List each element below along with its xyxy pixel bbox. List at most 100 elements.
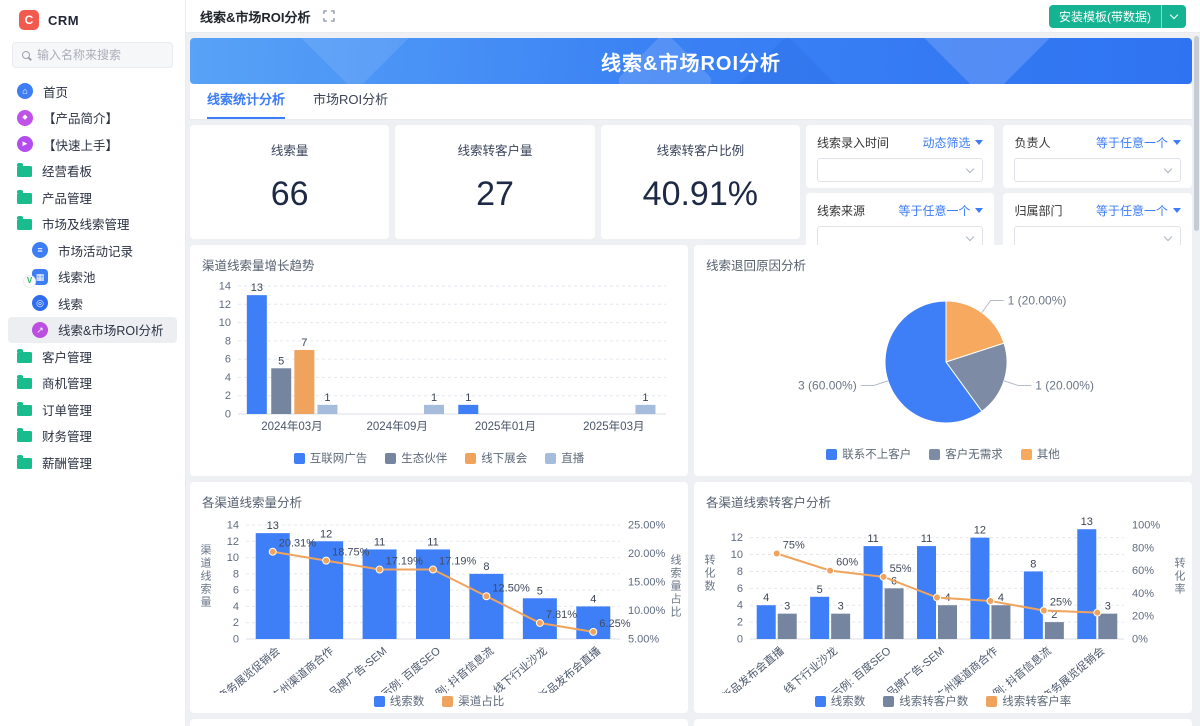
- banner-title: 线索&市场ROI分析: [601, 52, 781, 75]
- filter-operator-dropdown[interactable]: 等于任意一个: [1096, 202, 1181, 219]
- svg-text:8: 8: [483, 561, 489, 573]
- search-input[interactable]: [37, 48, 157, 62]
- svg-text:线下行业沙龙: 线下行业沙龙: [781, 644, 841, 693]
- legend-item[interactable]: 渠道占比: [442, 693, 504, 709]
- sidebar-item-quick-start[interactable]: ► 【快速上手】: [8, 131, 177, 158]
- legend-item[interactable]: 客户无需求: [929, 446, 1003, 462]
- pool-icon: ▦ V: [24, 268, 48, 287]
- scrollbar-thumb[interactable]: [1194, 36, 1199, 231]
- filter-operator-dropdown[interactable]: 动态筛选: [922, 134, 984, 151]
- sidebar-item-market-activity[interactable]: ≡ 市场活动记录: [8, 237, 177, 264]
- folder-icon: [17, 375, 32, 390]
- legend-item[interactable]: 其他: [1020, 446, 1060, 462]
- left-axis-name: 转化数: [703, 554, 715, 593]
- tab-market-roi[interactable]: 市场ROI分析: [313, 92, 389, 107]
- svg-text:12: 12: [320, 528, 332, 540]
- legend-item[interactable]: 线索数: [373, 693, 424, 709]
- legend-item[interactable]: 线下展会: [465, 450, 527, 466]
- chart-legend: 线索数 渠道占比: [202, 693, 676, 709]
- kpi-value: 27: [476, 174, 514, 213]
- svg-text:3: 3: [784, 601, 790, 613]
- sidebar-item-customer-mgmt[interactable]: 客户管理: [8, 343, 177, 370]
- legend-item[interactable]: 联系不上客户: [826, 446, 911, 462]
- folder-icon: [17, 189, 32, 204]
- sidebar-item-market-lead-mgmt[interactable]: 市场及线索管理: [8, 211, 177, 238]
- sidebar-item-lead-pool[interactable]: ▦ V 线索池: [8, 264, 177, 291]
- folder-icon: [17, 401, 32, 416]
- chart-channel-leads: 各渠道线索量分析 渠道线索量 线索量占比 0 2 4 6 8 10 12 14 5.00% 10.…: [190, 482, 688, 713]
- page-title: 线索&市场ROI分析: [200, 9, 311, 25]
- sidebar-item-label: 财务管理: [42, 430, 93, 445]
- crm-logo-icon: C: [19, 10, 39, 30]
- sidebar-item-finance-mgmt[interactable]: 财务管理: [8, 423, 177, 450]
- svg-text:4: 4: [998, 592, 1004, 604]
- sidebar-item-product-mgmt[interactable]: 产品管理: [8, 184, 177, 211]
- svg-text:商务展览促销会: 商务展览促销会: [215, 644, 283, 693]
- legend-item[interactable]: 互联网广告: [293, 450, 367, 466]
- svg-text:1: 1: [324, 392, 330, 404]
- svg-text:11: 11: [374, 536, 385, 548]
- chart-return-reason: 线索退回原因分析 1 (20.00%) 1 (20.00%) 3 (60.00%) …: [694, 245, 1192, 476]
- legend-item[interactable]: 线索转客户率: [986, 693, 1071, 709]
- sidebar-item-home[interactable]: ⌂ 首页: [8, 78, 177, 105]
- sidebar-item-label: 产品管理: [42, 191, 93, 206]
- sidebar-item-business-board[interactable]: 经营看板: [8, 158, 177, 185]
- kpi-label: 线索量: [270, 144, 309, 158]
- sidebar-item-salary-mgmt[interactable]: 薪酬管理: [8, 449, 177, 476]
- svg-text:12.50%: 12.50%: [492, 582, 530, 594]
- svg-text:10: 10: [731, 549, 743, 561]
- install-template-label[interactable]: 安装模板(带数据): [1049, 4, 1162, 28]
- sidebar-item-lead-roi[interactable]: ↗ 线索&市场ROI分析: [8, 316, 177, 343]
- dashboard-content: 线索&市场ROI分析 线索统计分析 市场ROI分析 线索量 66 线索转客户量 …: [186, 33, 1200, 726]
- tab-lead-statistics[interactable]: 线索统计分析: [207, 89, 286, 119]
- svg-text:品牌广告-SEM: 品牌广告-SEM: [883, 644, 947, 693]
- filter-label: 负责人: [1014, 136, 1051, 150]
- sidebar-item-label: 【产品简介】: [43, 112, 119, 127]
- svg-text:17.19%: 17.19%: [439, 556, 477, 568]
- kpi-card-leads: 线索量 66: [190, 125, 390, 239]
- filter-value-select[interactable]: [816, 158, 984, 182]
- sidebar-item-opportunity-mgmt[interactable]: 商机管理: [8, 370, 177, 397]
- chart-title: 各渠道线索量分析: [202, 496, 303, 510]
- folder-icon: [17, 348, 32, 363]
- svg-text:10: 10: [227, 552, 239, 564]
- svg-text:11: 11: [867, 533, 878, 545]
- svg-text:12: 12: [227, 536, 239, 548]
- legend-item[interactable]: 线索转客户数: [883, 693, 968, 709]
- svg-text:2024年03月: 2024年03月: [261, 419, 322, 433]
- sidebar-search[interactable]: [12, 42, 173, 68]
- svg-text:1: 1: [465, 392, 471, 404]
- sidebar-item-product-intro[interactable]: ◆ 【产品简介】: [8, 105, 177, 132]
- svg-text:17.19%: 17.19%: [386, 556, 424, 568]
- sidebar-item-order-mgmt[interactable]: 订单管理: [8, 396, 177, 423]
- right-axis-name: 转化率: [1173, 557, 1185, 596]
- kpi-value: 40.91%: [642, 174, 758, 213]
- kpi-card-conversion-rate: 线索转客户比例 40.91%: [600, 125, 800, 239]
- svg-text:3: 3: [1105, 601, 1111, 613]
- folder-icon: [17, 216, 32, 231]
- legend-item[interactable]: 线索数: [814, 693, 865, 709]
- filter-operator-dropdown[interactable]: 等于任意一个: [898, 202, 984, 219]
- fullscreen-icon[interactable]: [322, 10, 335, 22]
- svg-text:25%: 25%: [1050, 597, 1072, 609]
- legend-item[interactable]: 直播: [545, 450, 584, 466]
- svg-text:2: 2: [233, 617, 239, 629]
- sidebar-item-label: 订单管理: [42, 403, 93, 418]
- filter-label: 线索录入时间: [816, 136, 889, 150]
- install-template-button[interactable]: 安装模板(带数据): [1049, 4, 1186, 28]
- install-dropdown-button[interactable]: [1162, 5, 1186, 28]
- filter-value-select[interactable]: [1014, 158, 1181, 182]
- svg-text:10.00%: 10.00%: [628, 605, 666, 617]
- sidebar-item-label: 商机管理: [42, 377, 93, 392]
- chart-growth-trend: 渠道线索量增长趋势 0 2 4 6 8 10 12 14 13 5 7 1 1 1 1 2024年03月 202…: [190, 245, 688, 476]
- svg-text:13: 13: [251, 282, 263, 294]
- sidebar-item-label: 经营看板: [42, 165, 93, 180]
- legend-item[interactable]: 生态伙伴: [385, 450, 447, 466]
- filter-operator-dropdown[interactable]: 等于任意一个: [1096, 134, 1181, 151]
- svg-text:5: 5: [817, 584, 823, 596]
- svg-text:新品发布会直播: 新品发布会直播: [719, 644, 787, 693]
- svg-text:线下行业沙龙: 线下行业沙龙: [490, 644, 550, 693]
- sidebar-item-leads[interactable]: ◎ 线索: [8, 290, 177, 317]
- svg-text:1 (20.00%): 1 (20.00%): [1008, 294, 1067, 308]
